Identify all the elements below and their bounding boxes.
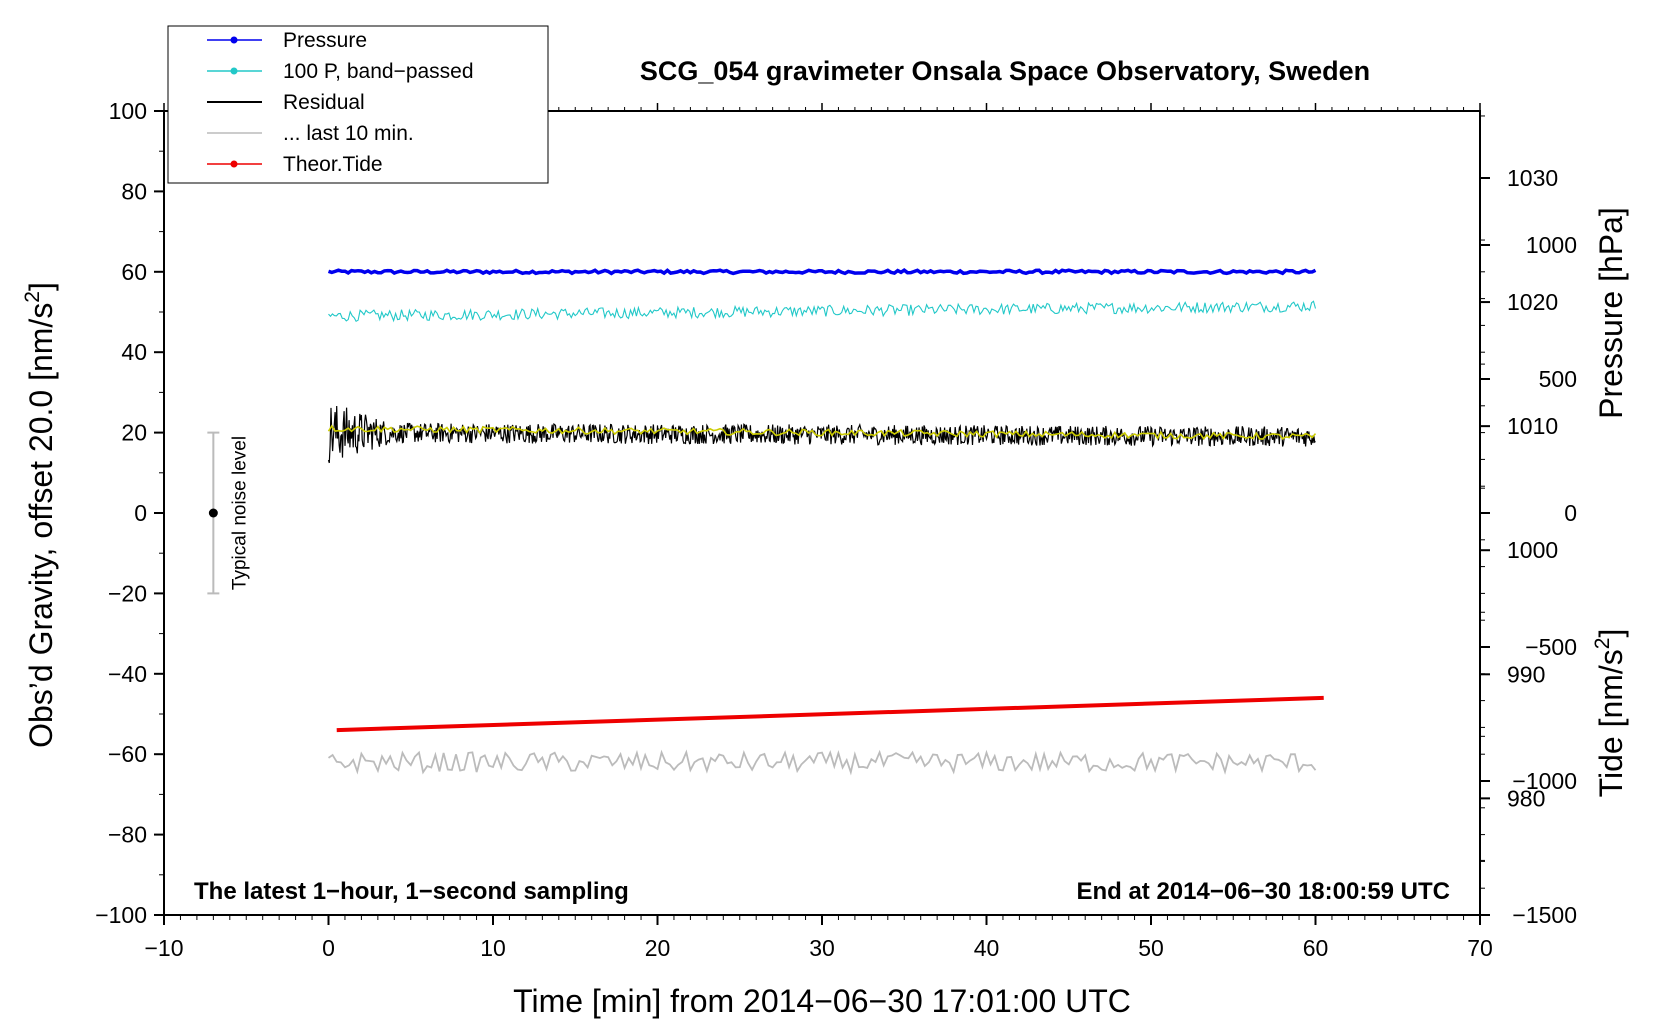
tide-tick-label: −1500 (1512, 902, 1577, 928)
pressure-tick-label: 1000 (1507, 537, 1558, 563)
legend-label: 100 P, band−passed (283, 60, 474, 83)
note-right: End at 2014−06−30 18:00:59 UTC (1076, 878, 1450, 905)
y-tick-label: −100 (95, 902, 147, 928)
tide-tick-label: −1000 (1512, 768, 1577, 794)
pressure-tick-label: 1030 (1507, 165, 1558, 191)
x-tick-label: 60 (1303, 935, 1329, 961)
legend-label: Residual (283, 91, 365, 114)
series-100-p-band-passed (328, 300, 1317, 323)
noise-level-indicator: Typical noise level (207, 431, 250, 595)
y-tick-label: 60 (121, 259, 147, 285)
tide-axis-label: Tide [nm/s2] (1591, 629, 1629, 798)
plot-frame (163, 110, 1481, 916)
series-smoothed-residual (327, 424, 1317, 440)
legend-marker (230, 36, 238, 44)
y-axis-left: −100 −80 −60 −40 −20 0 20 40 60 80 100 (95, 98, 164, 928)
x-axis-label: Time [min] from 2014−06−30 17:01:00 UTC (513, 983, 1131, 1019)
legend-label: Pressure (283, 29, 367, 52)
noise-bar-center (208, 508, 218, 518)
series-layer (327, 268, 1324, 776)
x-tick-label: 30 (809, 935, 835, 961)
y-tick-label: 0 (134, 500, 147, 526)
tide-tick-label: 0 (1564, 500, 1577, 526)
series-pressure (327, 268, 1317, 276)
x-axis: −10 0 10 20 30 40 50 60 70 (144, 103, 1493, 961)
series-residual (327, 405, 1316, 464)
tide-tick-label: 500 (1539, 366, 1577, 392)
y-tick-label: 100 (109, 98, 147, 124)
series-last-10-min (327, 749, 1317, 776)
x-tick-label: 40 (974, 935, 1000, 961)
pressure-tick-label: 980 (1507, 785, 1545, 811)
pressure-tick-label: 1010 (1507, 413, 1558, 439)
y-tick-label: −60 (108, 741, 147, 767)
tide-tick-label: 1000 (1526, 232, 1577, 258)
pressure-tick-label: 1020 (1507, 289, 1558, 315)
pressure-axis-label: Pressure [hPa] (1593, 207, 1629, 419)
y-tick-label: −20 (108, 580, 147, 606)
legend-marker (230, 160, 238, 168)
noise-label: Typical noise level (229, 436, 250, 590)
y-axis-left-label: Obs’d Gravity, offset 20.0 [nm/s2] (21, 282, 59, 748)
y-tick-label: −80 (108, 822, 147, 848)
y-tick-label: 80 (121, 178, 147, 204)
x-tick-label: −10 (144, 935, 183, 961)
legend: Pressure 100 P, band−passed Residual ... la… (167, 25, 549, 184)
legend-box (167, 25, 549, 184)
x-tick-label: 0 (322, 935, 335, 961)
series-theor-tide (336, 695, 1324, 733)
x-tick-label: 50 (1138, 935, 1164, 961)
x-tick-label: 10 (480, 935, 506, 961)
x-tick-label: 20 (645, 935, 671, 961)
chart-title: SCG_054 gravimeter Onsala Space Observat… (640, 56, 1370, 86)
x-tick-label: 70 (1467, 935, 1493, 961)
y-tick-label: 20 (121, 420, 147, 446)
legend-label: ... last 10 min. (283, 122, 414, 145)
y-axis-tide: −1500 −1000 −500 0 500 1000 (1480, 232, 1577, 928)
y-tick-label: 40 (121, 339, 147, 365)
note-left: The latest 1−hour, 1−second sampling (194, 878, 629, 905)
tide-tick-label: −500 (1525, 634, 1577, 660)
pressure-tick-label: 990 (1507, 661, 1545, 687)
legend-marker (230, 67, 238, 75)
y-axis-pressure: 980 990 1000 1010 1020 1030 (1480, 115, 1558, 861)
legend-label: Theor.Tide (283, 153, 383, 176)
y-tick-label: −40 (108, 661, 147, 687)
